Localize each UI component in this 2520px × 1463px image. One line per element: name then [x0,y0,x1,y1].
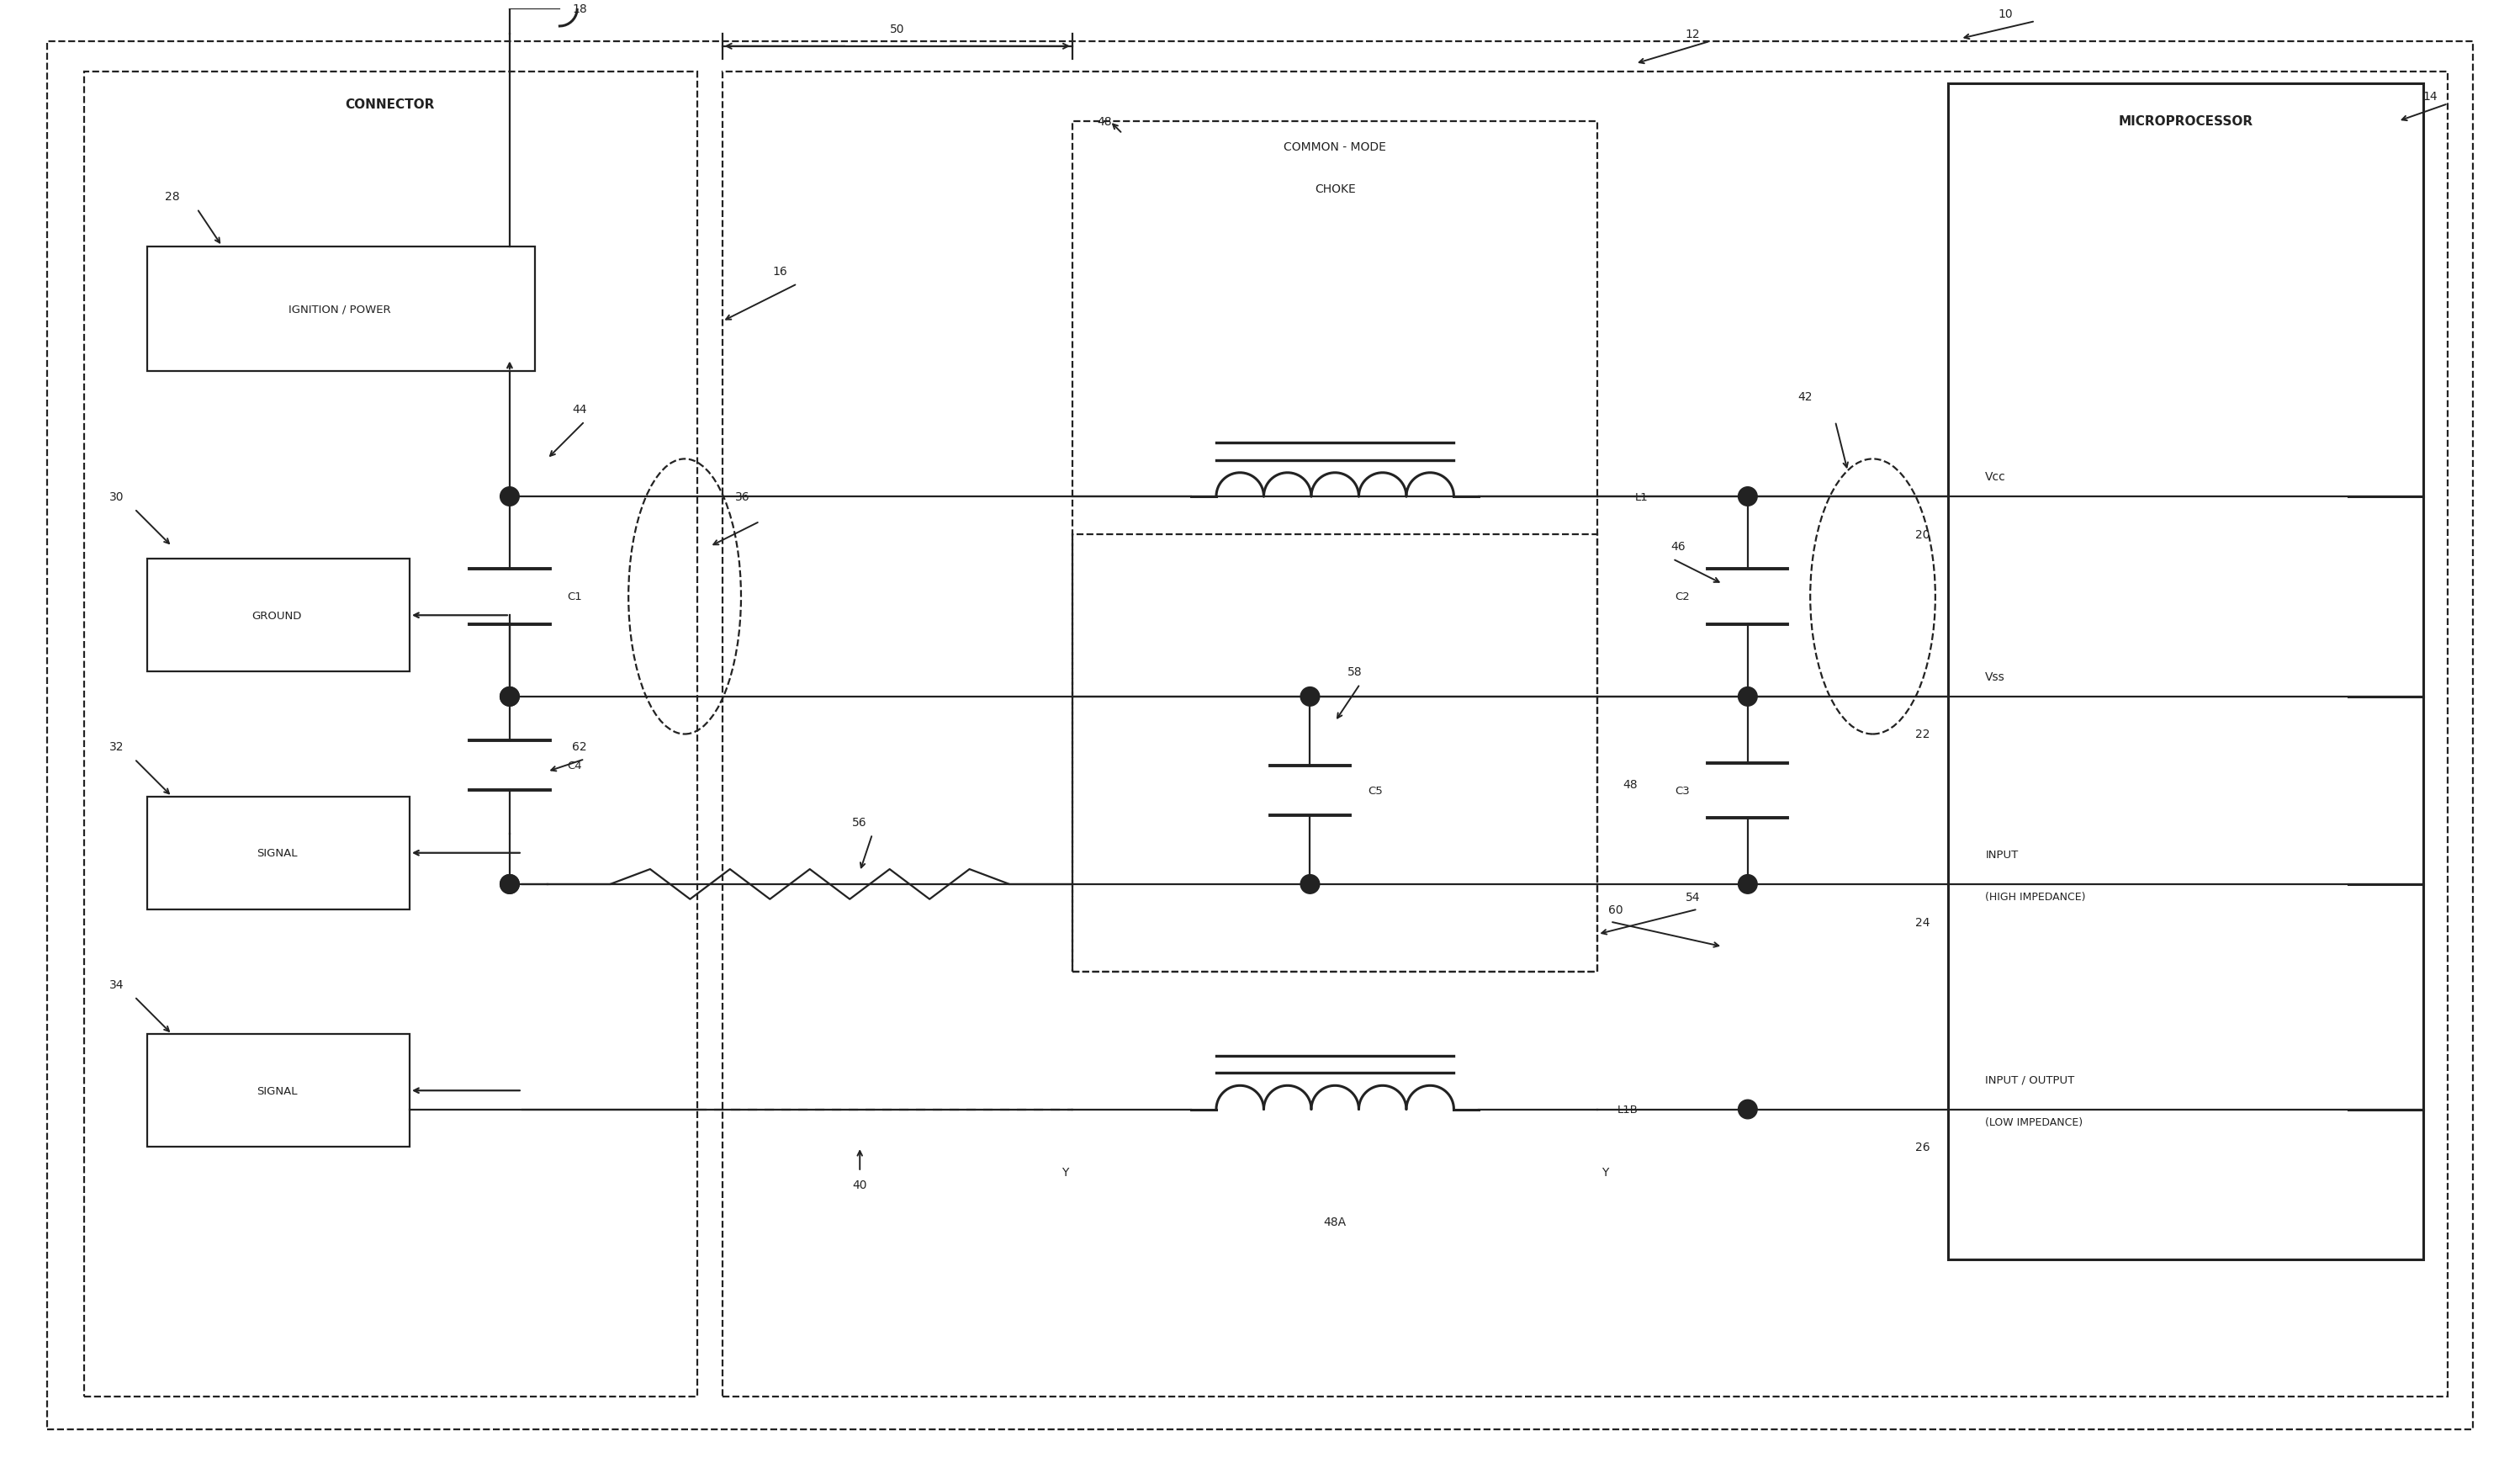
Circle shape [1739,875,1756,894]
Text: (HIGH IMPEDANCE): (HIGH IMPEDANCE) [1986,891,2087,903]
Bar [146,1034,411,1147]
Bar [723,72,2447,1397]
Text: 28: 28 [164,192,179,203]
Circle shape [499,688,519,707]
Bar [1948,85,2424,1260]
Circle shape [1300,688,1320,707]
Text: 36: 36 [736,492,748,503]
Text: 20: 20 [1915,528,1930,540]
Circle shape [499,875,519,894]
Text: 42: 42 [1797,391,1812,402]
Text: 48: 48 [1096,116,1111,127]
Text: C5: C5 [1368,786,1383,796]
Text: INPUT: INPUT [1986,849,2019,860]
Text: Y: Y [1061,1166,1068,1178]
Text: 40: 40 [852,1179,867,1191]
Text: Y: Y [1603,1166,1608,1178]
Text: COMMON - MODE: COMMON - MODE [1283,140,1386,152]
Text: 16: 16 [771,266,786,278]
Text: IGNITION / POWER: IGNITION / POWER [287,304,391,315]
Text: L1B: L1B [1618,1105,1638,1115]
Bar [86,72,698,1397]
Text: INPUT / OUTPUT: INPUT / OUTPUT [1986,1074,2074,1086]
Text: 10: 10 [1998,9,2013,20]
Text: L1: L1 [1635,492,1648,502]
Text: C4: C4 [567,761,582,771]
Text: 58: 58 [1348,666,1363,677]
Text: SIGNAL: SIGNAL [257,1086,297,1096]
Bar [146,247,534,372]
Text: C3: C3 [1676,786,1691,796]
Bar [146,559,411,672]
Text: 48A: 48A [1323,1216,1346,1227]
Text: 50: 50 [890,23,905,35]
Text: C1: C1 [567,591,582,603]
Text: 44: 44 [572,404,587,415]
Bar [1074,121,1598,971]
Circle shape [499,875,519,894]
Text: 22: 22 [1915,729,1930,740]
Circle shape [1739,688,1756,707]
Circle shape [1739,487,1756,506]
Text: Vss: Vss [1986,672,2006,683]
Text: CONNECTOR: CONNECTOR [345,98,433,111]
Text: 62: 62 [572,742,587,753]
Text: 26: 26 [1915,1141,1930,1153]
Text: 60: 60 [1608,904,1623,916]
Text: 34: 34 [108,979,123,990]
Text: 14: 14 [2424,91,2437,102]
Text: 30: 30 [108,492,123,503]
Text: GROUND: GROUND [252,610,302,622]
Text: 54: 54 [1686,891,1701,903]
Text: (LOW IMPEDANCE): (LOW IMPEDANCE) [1986,1116,2084,1128]
Text: 48: 48 [1623,778,1638,790]
Text: 12: 12 [1686,28,1701,41]
Circle shape [1739,1100,1756,1119]
Text: CHOKE: CHOKE [1315,183,1356,195]
Text: Vcc: Vcc [1986,471,2006,483]
Text: 56: 56 [852,816,867,828]
Circle shape [1300,875,1320,894]
Bar [146,797,411,910]
Text: 18: 18 [572,3,587,15]
Text: SIGNAL: SIGNAL [257,847,297,859]
Text: 46: 46 [1671,541,1686,553]
Text: 24: 24 [1915,916,1930,928]
Bar [1074,534,1598,971]
Circle shape [499,688,519,707]
Text: 32: 32 [108,742,123,753]
Text: C2: C2 [1676,591,1691,603]
Circle shape [499,487,519,506]
Text: MICROPROCESSOR: MICROPROCESSOR [2119,116,2253,129]
